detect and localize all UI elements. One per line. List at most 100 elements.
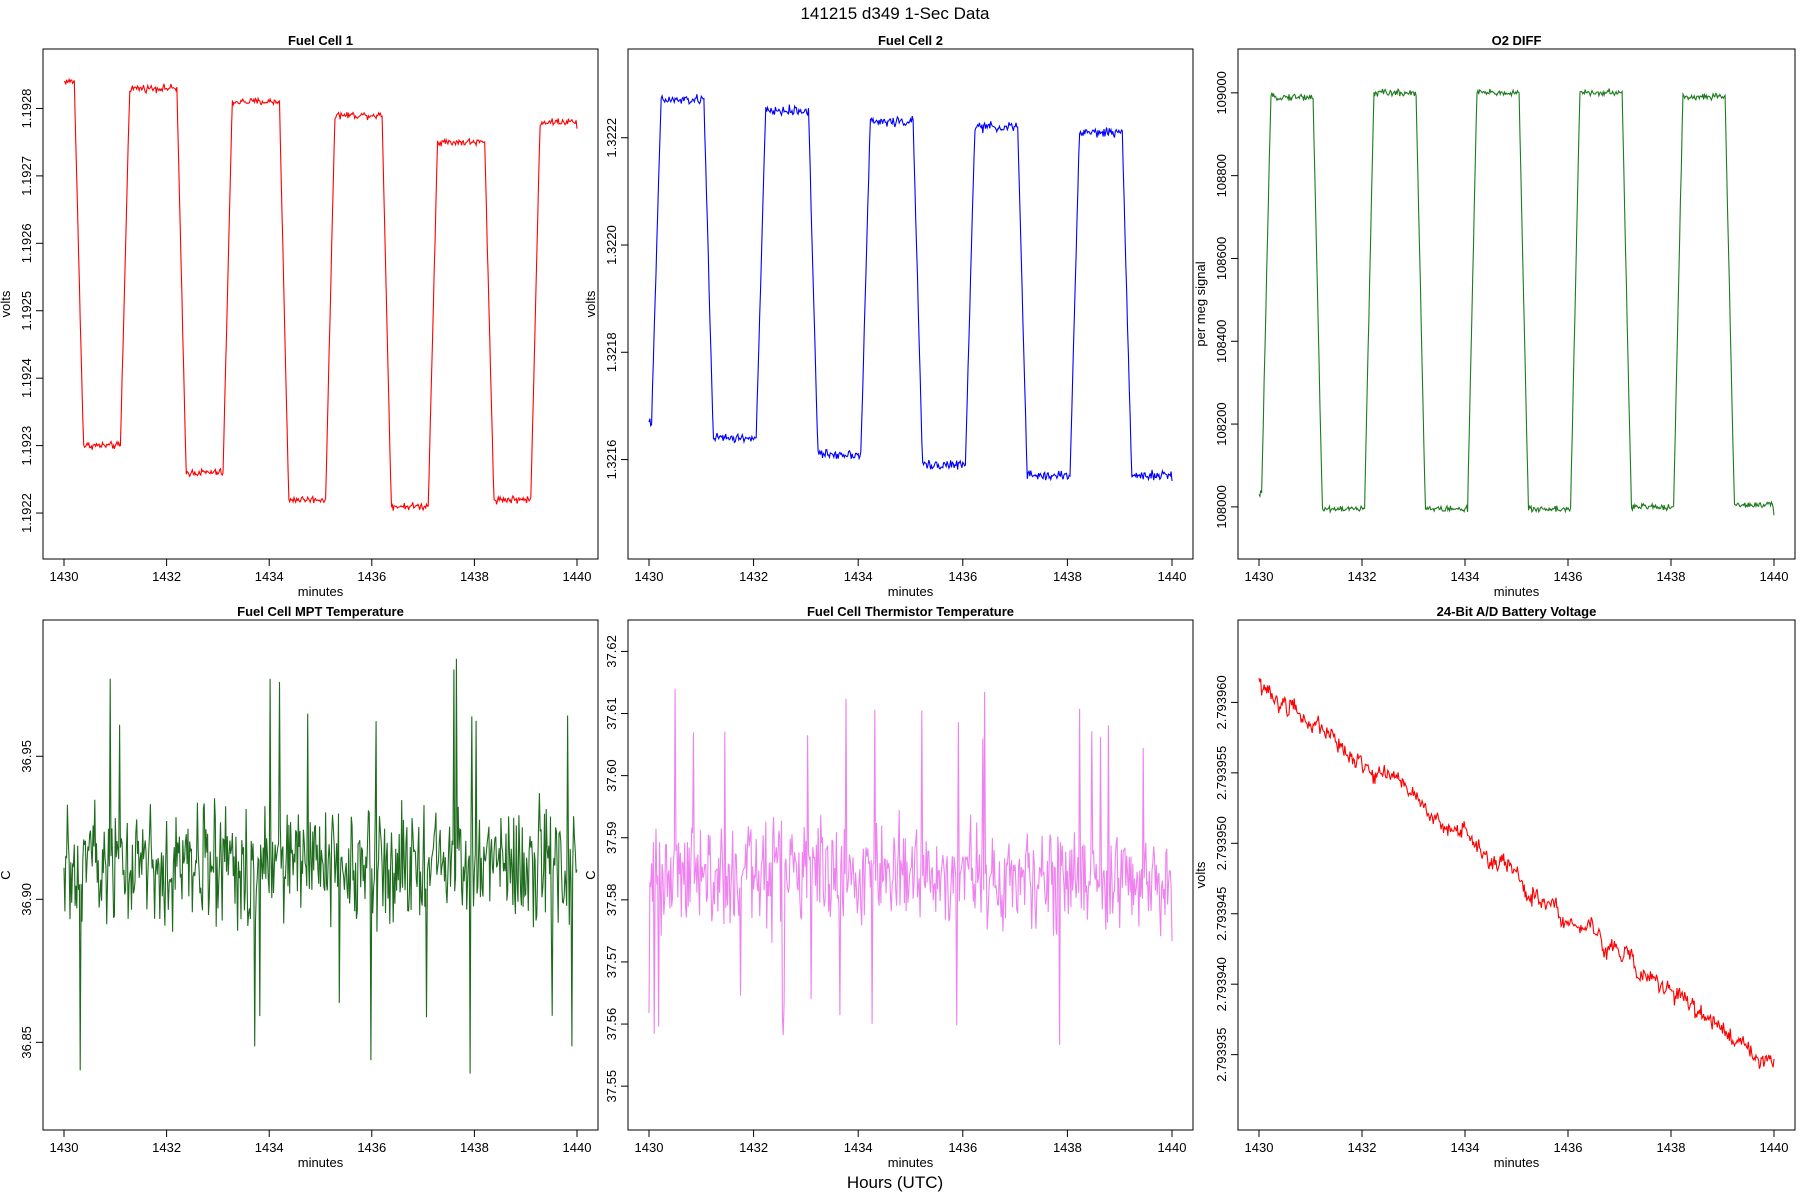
y-tick-label: 36.90: [19, 883, 34, 916]
x-tick-label: 1432: [1348, 569, 1377, 584]
x-tick-label: 1436: [1554, 1140, 1583, 1155]
y-tick-label: 2.793960: [1214, 675, 1229, 729]
y-tick-label: 1.3222: [604, 118, 619, 158]
x-tick-label: 1434: [255, 1140, 284, 1155]
y-tick-label: 37.60: [604, 759, 619, 792]
x-tick-label: 1432: [152, 1140, 181, 1155]
x-tick-label: 1432: [1348, 1140, 1377, 1155]
y-tick-label: 37.59: [604, 821, 619, 854]
x-tick-label: 1434: [1451, 569, 1480, 584]
y-tick-label: 1.1922: [19, 493, 34, 533]
x-tick-label: 1430: [1245, 1140, 1274, 1155]
x-axis-title: minutes: [298, 584, 344, 599]
panel-title: Fuel Cell MPT Temperature: [237, 604, 404, 619]
x-tick-label: 1436: [1554, 569, 1583, 584]
x-tick-label: 1432: [739, 569, 768, 584]
y-tick-label: 1.1928: [19, 89, 34, 129]
chart-panel: Fuel Cell 2 1430 1432 1434 1436 1438 1440 minut…: [583, 33, 1194, 599]
x-tick-label: 1436: [948, 569, 977, 584]
y-tick-label: 108400: [1214, 320, 1229, 363]
series-line: [63, 77, 578, 512]
y-tick-label: 1.3216: [604, 440, 619, 480]
x-tick-label: 1440: [563, 569, 592, 584]
y-tick-label: 37.62: [604, 635, 619, 668]
y-tick-label: 1.1923: [19, 426, 34, 466]
y-tick-label: 36.95: [19, 740, 34, 773]
series-line: [1258, 677, 1775, 1069]
y-tick-label: 2.793935: [1214, 1028, 1229, 1082]
chart-panel: O2 DIFF 1430 1432 1434 1436 1438 1440 minutes 10…: [1193, 33, 1796, 599]
y-tick-label: 2.793940: [1214, 957, 1229, 1011]
y-tick-label: 37.56: [604, 1008, 619, 1041]
y-tick-label: 2.793950: [1214, 816, 1229, 870]
panel-title: Fuel Cell 2: [878, 33, 943, 48]
y-tick-label: 2.793955: [1214, 746, 1229, 800]
plot-frame: [1237, 48, 1796, 560]
y-axis-title: volts: [1193, 861, 1208, 888]
y-tick-label: 1.1926: [19, 223, 34, 263]
x-tick-label: 1430: [50, 1140, 79, 1155]
x-tick-label: 1440: [1760, 569, 1789, 584]
chart-panel: 24-Bit A/D Battery Voltage 1430 1432 1434 14…: [1193, 604, 1796, 1170]
x-tick-label: 1434: [844, 1140, 873, 1155]
series-line: [63, 658, 578, 1074]
x-tick-label: 1440: [1158, 1140, 1187, 1155]
x-tick-label: 1438: [460, 1140, 489, 1155]
y-tick-label: 108000: [1214, 485, 1229, 528]
x-tick-label: 1434: [844, 569, 873, 584]
y-tick-label: 1.1924: [19, 358, 34, 398]
x-axis-title: minutes: [298, 1155, 344, 1170]
chart-panels: Fuel Cell 1 1430 1432 1434 1436 1438 1440 minut…: [0, 33, 1796, 1170]
y-axis-title: C: [0, 870, 13, 879]
x-tick-label: 1440: [563, 1140, 592, 1155]
figure-title: 141215 d349 1-Sec Data: [800, 4, 990, 23]
x-tick-label: 1434: [255, 569, 284, 584]
y-tick-label: 109000: [1214, 71, 1229, 114]
x-tick-label: 1438: [1657, 569, 1686, 584]
x-tick-label: 1436: [948, 1140, 977, 1155]
plot-frame: [42, 619, 599, 1131]
x-tick-label: 1438: [460, 569, 489, 584]
x-axis-title: minutes: [888, 584, 934, 599]
x-tick-label: 1436: [357, 569, 386, 584]
series-line: [1258, 87, 1775, 516]
y-axis-title: volts: [583, 290, 598, 317]
plot-frame: [627, 48, 1194, 560]
chart-panel: Fuel Cell Thermistor Temperature 1430 1432…: [583, 604, 1194, 1170]
y-tick-label: 37.58: [604, 884, 619, 917]
y-tick-label: 37.55: [604, 1070, 619, 1103]
chart-panel: Fuel Cell MPT Temperature 1430 1432 1434 143…: [0, 604, 599, 1170]
panel-title: 24-Bit A/D Battery Voltage: [1437, 604, 1597, 619]
y-tick-label: 1.1925: [19, 291, 34, 331]
y-axis-title: per meg signal: [1193, 261, 1208, 346]
series-line: [648, 688, 1173, 1045]
x-tick-label: 1430: [50, 569, 79, 584]
y-tick-label: 37.57: [604, 946, 619, 979]
plot-frame: [42, 48, 599, 560]
y-tick-label: 1.1927: [19, 156, 34, 196]
x-axis-title: minutes: [888, 1155, 934, 1170]
x-axis-title: minutes: [1494, 1155, 1540, 1170]
x-tick-label: 1438: [1053, 1140, 1082, 1155]
series-line: [648, 94, 1173, 482]
y-tick-label: 108800: [1214, 154, 1229, 197]
x-tick-label: 1440: [1158, 569, 1187, 584]
x-tick-label: 1440: [1760, 1140, 1789, 1155]
x-tick-label: 1436: [357, 1140, 386, 1155]
x-tick-label: 1438: [1657, 1140, 1686, 1155]
outer-x-axis-title: Hours (UTC): [847, 1173, 943, 1192]
y-tick-label: 108200: [1214, 402, 1229, 445]
y-tick-label: 2.793945: [1214, 887, 1229, 941]
panel-title: Fuel Cell Thermistor Temperature: [807, 604, 1014, 619]
x-tick-label: 1434: [1451, 1140, 1480, 1155]
x-tick-label: 1438: [1053, 569, 1082, 584]
panel-title: O2 DIFF: [1492, 33, 1542, 48]
x-tick-label: 1430: [635, 569, 664, 584]
chart-panel: Fuel Cell 1 1430 1432 1434 1436 1438 1440 minut…: [0, 33, 599, 599]
x-tick-label: 1432: [152, 569, 181, 584]
plot-frame: [1237, 619, 1796, 1131]
x-axis-title: minutes: [1494, 584, 1540, 599]
panel-title: Fuel Cell 1: [288, 33, 353, 48]
y-axis-title: C: [583, 870, 598, 879]
